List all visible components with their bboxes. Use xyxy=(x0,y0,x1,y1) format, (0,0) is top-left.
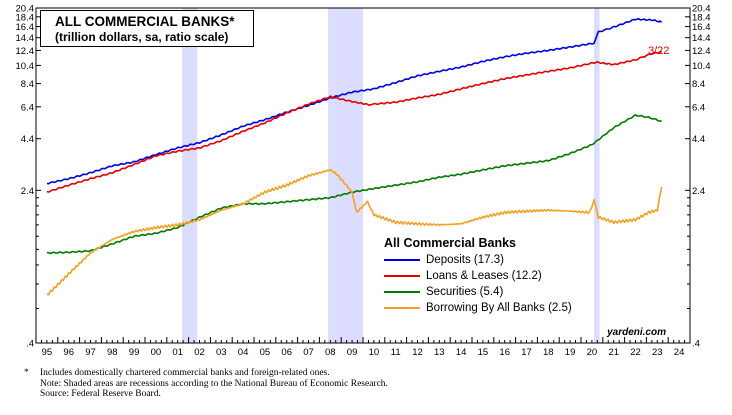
y-tick-label-right: 18.4 xyxy=(692,12,711,23)
recession-band xyxy=(182,8,198,343)
x-tick-label: 11 xyxy=(391,347,401,358)
series-lines xyxy=(46,18,663,296)
chart-title: ALL COMMERCIAL BANKS* xyxy=(55,14,235,29)
y-tick-label-left: .4 xyxy=(26,339,34,350)
y-tick-label-right: 10.4 xyxy=(692,61,711,72)
y-tick-label-right: 4.4 xyxy=(692,134,705,145)
y-tick-label-left: 20.4 xyxy=(16,4,35,15)
legend-title: All Commercial Banks xyxy=(384,236,516,250)
x-tick-label: 03 xyxy=(216,347,227,358)
x-tick-label: 10 xyxy=(369,347,380,358)
x-tick-label: 02 xyxy=(194,347,205,358)
x-tick-label: 20 xyxy=(587,347,598,358)
y-tick-label-right: 14.4 xyxy=(692,33,711,44)
legend-item-borrowing: Borrowing By All Banks (2.5) xyxy=(384,300,604,316)
x-tick-label: 05 xyxy=(260,347,271,358)
legend: All Commercial Banks Deposits (17.3) Loa… xyxy=(384,236,604,316)
x-tick-label: 00 xyxy=(151,347,162,358)
series-line-2 xyxy=(46,51,662,193)
series-line-1 xyxy=(46,18,663,185)
x-tick-label: 21 xyxy=(608,347,619,358)
legend-item-deposits: Deposits (17.3) xyxy=(384,252,604,268)
y-tick-label-right: 2.4 xyxy=(692,186,705,197)
legend-label: Borrowing By All Banks (2.5) xyxy=(426,302,572,314)
recession-band xyxy=(594,8,600,343)
x-tick-label: 95 xyxy=(42,347,53,358)
footnote-2: Note: Shaded areas are recessions accord… xyxy=(24,379,388,390)
x-tick-label: 97 xyxy=(85,347,96,358)
x-tick-label: 15 xyxy=(478,347,489,358)
x-tick-label: 01 xyxy=(172,347,183,358)
recession-band xyxy=(328,8,363,343)
x-tick-label: 19 xyxy=(565,347,576,358)
watermark: yardeni.com xyxy=(606,327,666,338)
series-line-4 xyxy=(46,168,663,296)
footnote-star: * xyxy=(24,368,29,378)
chart-subtitle: (trillion dollars, sa, ratio scale) xyxy=(55,30,229,44)
x-tick-label: 06 xyxy=(281,347,292,358)
y-tick-label-left: 8.4 xyxy=(21,79,34,90)
footnote-3: Source: Federal Reserve Board. xyxy=(24,389,388,400)
x-tick-label: 08 xyxy=(325,347,336,358)
x-tick-label: 12 xyxy=(412,347,423,358)
legend-label: Securities (5.4) xyxy=(426,286,504,298)
footnote-text-1: Includes domestically chartered commerci… xyxy=(40,368,330,378)
y-tick-label-right: 12.4 xyxy=(692,46,711,57)
end-annotation: 3/22 xyxy=(648,45,669,57)
x-tick-label: 17 xyxy=(521,347,532,358)
legend-swatch xyxy=(384,259,420,261)
x-tick-label: 23 xyxy=(652,347,663,358)
x-tick-label: 13 xyxy=(434,347,445,358)
x-tick-label: 14 xyxy=(456,347,467,358)
series-line-3 xyxy=(46,114,662,255)
x-tick-label: 98 xyxy=(107,347,118,358)
y-tick-label-left: 14.4 xyxy=(16,33,35,44)
x-tick-label: 24 xyxy=(674,347,685,358)
chart-title-box: ALL COMMERCIAL BANKS* (trillion dollars,… xyxy=(40,10,254,47)
y-tick-label-right: 6.4 xyxy=(692,102,705,113)
y-tick-label-right: 8.4 xyxy=(692,79,705,90)
y-tick-label-right: 20.4 xyxy=(692,4,711,15)
y-tick-label-left: 16.4 xyxy=(16,22,35,33)
footnotes: * Includes domestically chartered commerc… xyxy=(24,368,388,400)
y-tick-label-left: 10.4 xyxy=(16,61,35,72)
footnote-text-2: Note: Shaded areas are recessions accord… xyxy=(40,378,388,389)
footnote-1: * Includes domestically chartered commerc… xyxy=(24,368,388,379)
y-tick-label-right: 16.4 xyxy=(692,22,711,33)
axes: .4 .4 2.4 2.4 4.4 4.4 6.4 6.4 8.4 8.4 10.4 10.4 12.4… xyxy=(16,4,711,359)
recession-shading xyxy=(182,8,600,343)
legend-swatch xyxy=(384,291,420,293)
x-tick-label: 04 xyxy=(238,347,249,358)
legend-swatch xyxy=(384,275,420,277)
y-tick-label-left: 6.4 xyxy=(21,102,34,113)
x-tick-label: 96 xyxy=(63,347,74,358)
legend-item-securities: Securities (5.4) xyxy=(384,284,604,300)
y-tick-label-left: 4.4 xyxy=(21,134,34,145)
x-tick-label: 18 xyxy=(543,347,554,358)
y-tick-label-left: 18.4 xyxy=(16,12,35,23)
y-tick-label-left: 12.4 xyxy=(16,46,35,57)
legend-label: Loans & Leases (12.2) xyxy=(426,270,542,282)
x-tick-label: 99 xyxy=(129,347,140,358)
y-tick-label-right: .4 xyxy=(692,339,700,350)
legend-label: Deposits (17.3) xyxy=(426,254,504,266)
legend-item-loans: Loans & Leases (12.2) xyxy=(384,268,604,284)
y-tick-label-left: 2.4 xyxy=(21,186,34,197)
x-tick-label: 07 xyxy=(303,347,314,358)
legend-swatch xyxy=(384,307,420,309)
footnote-text-3: Source: Federal Reserve Board. xyxy=(40,389,161,399)
x-tick-label: 22 xyxy=(630,347,641,358)
x-tick-label: 09 xyxy=(347,347,358,358)
x-tick-label: 16 xyxy=(499,347,510,358)
